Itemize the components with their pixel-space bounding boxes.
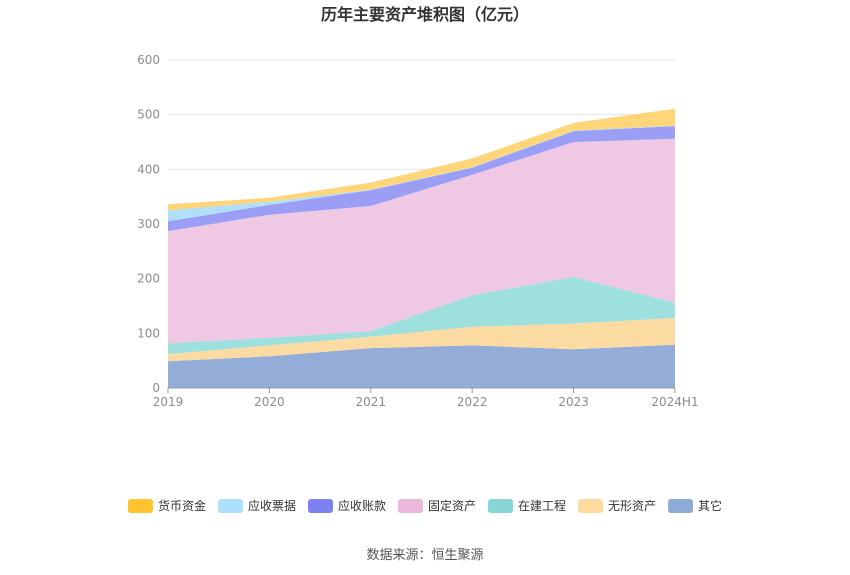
legend-item-其它[interactable]: 其它 bbox=[668, 498, 722, 513]
x-tick-label: 2020 bbox=[254, 395, 285, 409]
axes: 0 100 200 300 400 500 600 2019 2020 2021 2022 2023 2… bbox=[137, 53, 699, 409]
legend-swatch bbox=[308, 499, 333, 513]
x-tick-label: 2019 bbox=[153, 395, 184, 409]
legend-item-无形资产[interactable]: 无形资产 bbox=[578, 499, 656, 513]
legend-swatch bbox=[578, 499, 603, 513]
legend-label: 固定资产 bbox=[428, 498, 476, 513]
legend-swatch bbox=[128, 499, 153, 513]
legend-item-在建工程[interactable]: 在建工程 bbox=[488, 498, 566, 513]
legend-item-应收账款[interactable]: 应收账款 bbox=[308, 498, 386, 513]
legend-swatch bbox=[398, 499, 423, 513]
legend-swatch bbox=[488, 499, 513, 513]
y-tick-label: 200 bbox=[137, 272, 160, 286]
y-tick-label: 500 bbox=[137, 108, 160, 122]
legend-swatch bbox=[668, 499, 693, 513]
y-tick-label: 300 bbox=[137, 217, 160, 231]
x-tick-label: 2023 bbox=[558, 395, 589, 409]
area-其它 bbox=[168, 344, 675, 388]
area-固定资产 bbox=[168, 138, 675, 344]
y-tick-label: 100 bbox=[137, 326, 160, 340]
legend-label: 货币资金 bbox=[158, 498, 206, 513]
y-tick-label: 0 bbox=[152, 381, 160, 395]
legend-label: 应收票据 bbox=[248, 498, 296, 513]
data-source: 数据来源：恒生聚源 bbox=[366, 548, 483, 563]
y-tick-label: 600 bbox=[137, 53, 160, 67]
legend-swatch bbox=[218, 499, 243, 513]
legend-label: 其它 bbox=[698, 498, 722, 513]
x-tick-label: 2021 bbox=[356, 395, 387, 409]
legend-label: 无形资产 bbox=[608, 499, 656, 513]
area-应收账款 bbox=[168, 126, 675, 232]
legend-label: 应收账款 bbox=[338, 498, 386, 513]
legend-item-固定资产[interactable]: 固定资产 bbox=[398, 498, 476, 513]
x-tick-label: 2024H1 bbox=[651, 395, 698, 409]
chart-title: 历年主要资产堆积图（亿元） bbox=[321, 5, 529, 24]
legend-item-货币资金[interactable]: 货币资金 bbox=[128, 498, 206, 513]
area-无形资产 bbox=[168, 318, 675, 362]
y-tick-label: 400 bbox=[137, 162, 160, 176]
area-应收票据 bbox=[168, 125, 675, 222]
legend[interactable]: 货币资金 应收票据 应收账款 固定资产 在建工程 无形资产 其它 bbox=[128, 498, 722, 513]
area-在建工程 bbox=[168, 277, 675, 355]
x-tick-label: 2022 bbox=[457, 395, 488, 409]
legend-item-应收票据[interactable]: 应收票据 bbox=[218, 498, 296, 513]
area-货币资金 bbox=[168, 108, 675, 211]
legend-label: 在建工程 bbox=[518, 498, 566, 513]
area-series bbox=[168, 108, 675, 388]
